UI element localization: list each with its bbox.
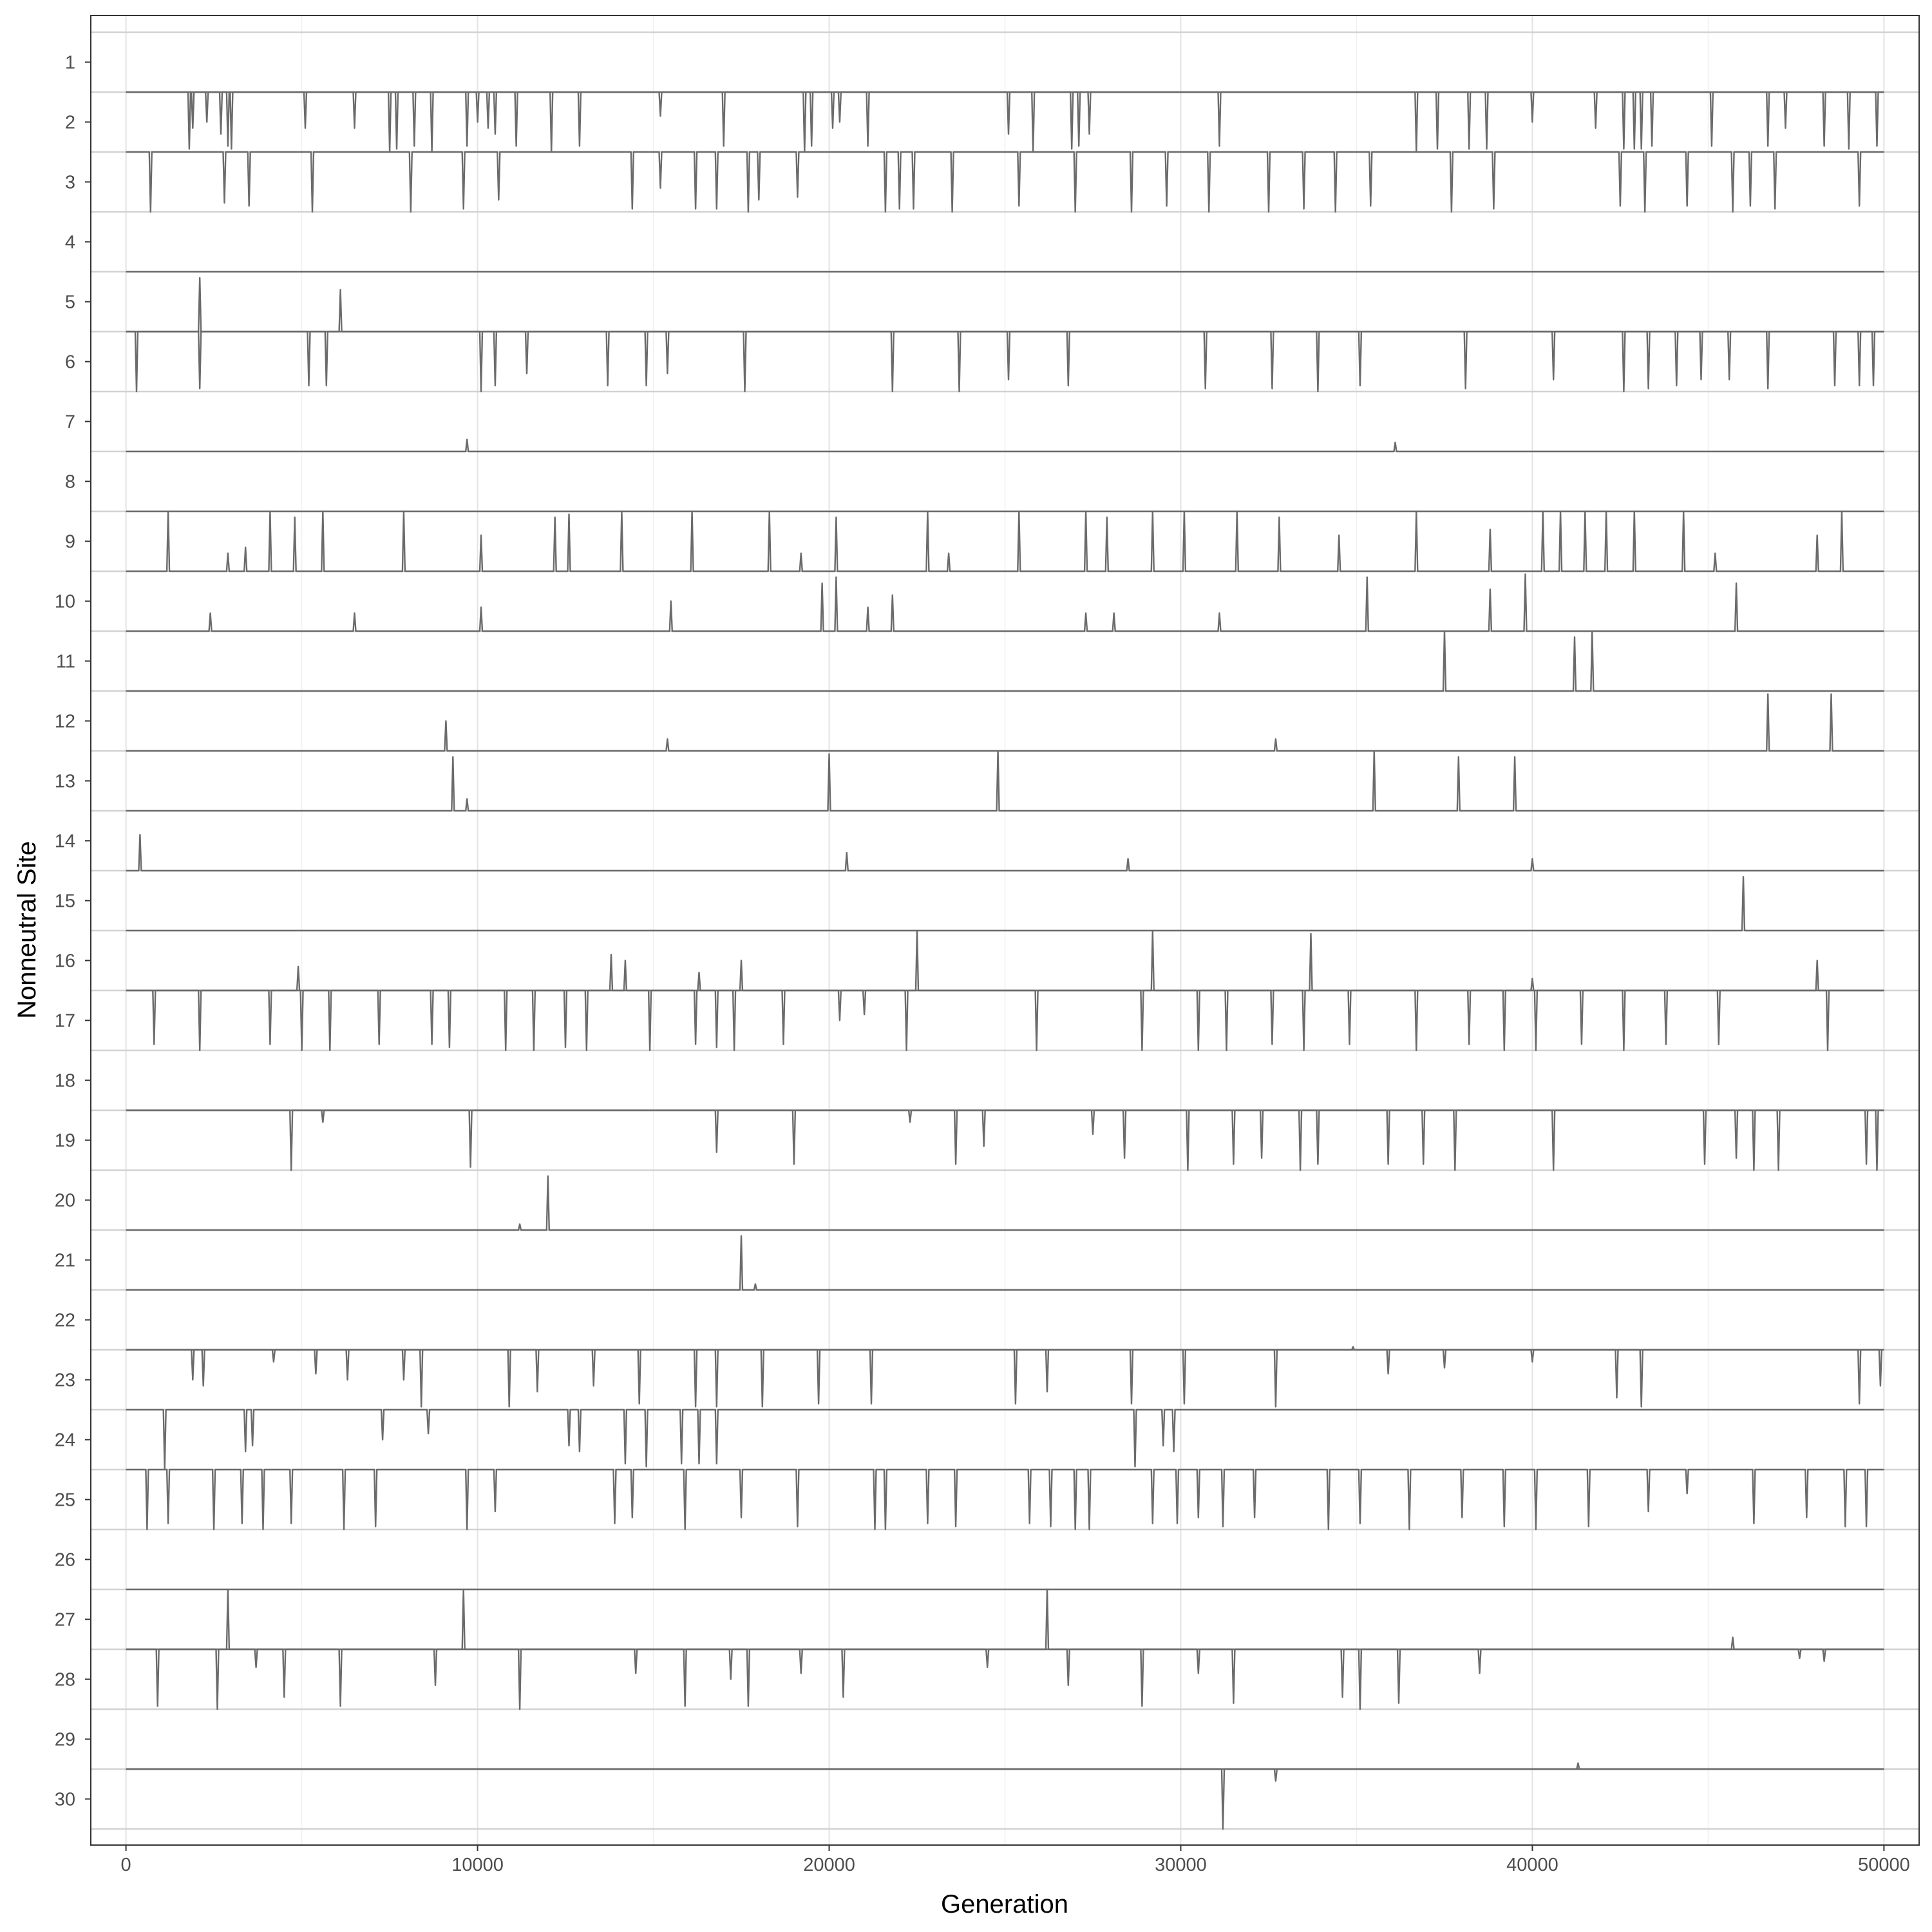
x-tick-label: 0 xyxy=(121,1855,131,1875)
series-line-site-3 xyxy=(126,151,1884,213)
y-tick-label: 5 xyxy=(65,292,75,313)
y-tick-label: 18 xyxy=(55,1071,75,1092)
y-tick-label: 30 xyxy=(55,1790,75,1810)
y-tick-label: 27 xyxy=(55,1610,75,1631)
series-line-site-15 xyxy=(126,876,1884,932)
y-tick-label: 19 xyxy=(55,1131,75,1151)
y-tick-label: 16 xyxy=(55,951,75,972)
series-line-site-17 xyxy=(126,989,1884,1052)
y-tick-label: 2 xyxy=(65,113,75,133)
series-line-site-19 xyxy=(126,1109,1884,1171)
x-tick-label: 30000 xyxy=(1155,1855,1207,1875)
series-line-site-21 xyxy=(126,1235,1884,1291)
y-tick-label: 6 xyxy=(65,352,75,373)
y-tick-label: 20 xyxy=(55,1191,75,1211)
y-tick-label: 24 xyxy=(55,1430,75,1451)
series-line-site-12 xyxy=(126,693,1884,752)
y-tick-label: 29 xyxy=(55,1730,75,1750)
y-tick-label: 23 xyxy=(55,1370,75,1391)
y-tick-label: 21 xyxy=(55,1251,75,1271)
series-line-site-13 xyxy=(126,750,1884,812)
y-tick-label: 1 xyxy=(65,53,75,73)
series-line-site-7 xyxy=(126,439,1884,453)
series-line-site-10 xyxy=(126,573,1884,632)
x-tick-label: 50000 xyxy=(1858,1855,1910,1875)
y-tick-label: 4 xyxy=(65,232,75,253)
series-line-site-9 xyxy=(126,510,1884,573)
y-tick-label: 3 xyxy=(65,173,75,193)
series-line-site-23 xyxy=(126,1349,1884,1408)
y-axis-title: Nonneutral Site xyxy=(13,841,41,1019)
series-line-site-2 xyxy=(126,91,1884,153)
y-tick-label: 15 xyxy=(55,891,75,912)
series-line-site-25 xyxy=(126,1468,1884,1531)
y-tick-label: 11 xyxy=(56,652,75,672)
y-tick-label: 28 xyxy=(55,1670,75,1690)
y-tick-label: 12 xyxy=(55,712,75,732)
series-line-site-20 xyxy=(126,1175,1884,1231)
panel-border xyxy=(90,15,1920,1846)
y-tick-label: 10 xyxy=(55,592,75,612)
y-tick-label: 17 xyxy=(55,1011,75,1032)
x-tick-label: 10000 xyxy=(451,1855,504,1875)
y-tick-label: 22 xyxy=(55,1311,75,1331)
series-line-site-28 xyxy=(126,1648,1884,1710)
y-tick-label: 25 xyxy=(55,1490,75,1511)
y-tick-label: 26 xyxy=(55,1550,75,1571)
y-tick-label: 13 xyxy=(55,772,75,792)
x-axis-title: Generation xyxy=(941,1890,1068,1918)
series-line-site-6 xyxy=(126,330,1884,393)
y-tick-label: 7 xyxy=(65,412,75,433)
x-tick-label: 40000 xyxy=(1506,1855,1558,1875)
series-layer xyxy=(126,91,1884,1830)
y-axis: 1234567891011121314151617181920212223242… xyxy=(55,53,91,1810)
series-line-site-24 xyxy=(126,1408,1884,1471)
x-tick-label: 20000 xyxy=(803,1855,855,1875)
y-tick-label: 9 xyxy=(65,532,75,553)
series-line-site-11 xyxy=(126,630,1884,692)
series-line-site-14 xyxy=(126,834,1884,872)
series-line-site-30 xyxy=(126,1768,1884,1830)
x-axis: 0 10000 20000 30000 40000 50000 xyxy=(121,1845,1910,1875)
y-tick-label: 8 xyxy=(65,472,75,493)
y-tick-label: 14 xyxy=(55,831,75,852)
